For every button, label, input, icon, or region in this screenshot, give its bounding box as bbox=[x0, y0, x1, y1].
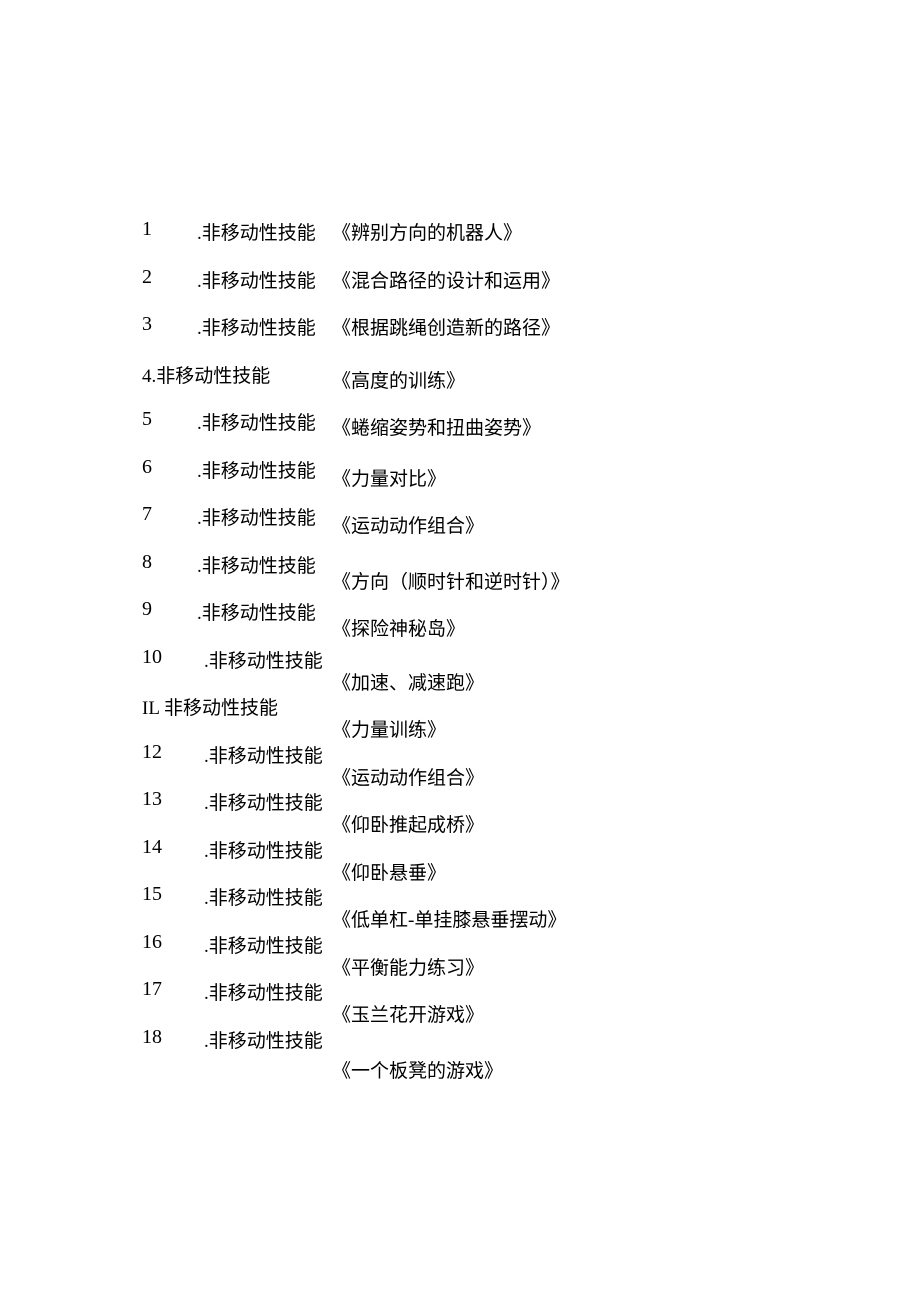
title-text: 《根据跳绳创造新的路径》 bbox=[332, 313, 560, 340]
row-category: .非移动性技能 bbox=[197, 313, 316, 340]
row-number: 14 bbox=[142, 836, 204, 859]
list-row: 10.非移动性技能 bbox=[142, 646, 323, 694]
title-text: 《加速、减速跑》 bbox=[332, 668, 484, 695]
title-row: 《仰卧推起成桥》 bbox=[332, 788, 570, 836]
row-category: .非移动性技能 bbox=[204, 836, 323, 863]
row-number: 16 bbox=[142, 931, 204, 954]
title-row: 《混合路径的设计和运用》 bbox=[332, 266, 570, 314]
list-row: 1.非移动性技能 bbox=[142, 218, 323, 266]
title-text: 《方向（顺时针和逆时针）》 bbox=[332, 567, 570, 594]
title-text: 《高度的训练》 bbox=[332, 366, 465, 393]
list-row: 3.非移动性技能 bbox=[142, 313, 323, 361]
title-row: 《高度的训练》 bbox=[332, 361, 570, 409]
title-text: 《混合路径的设计和运用》 bbox=[332, 266, 560, 293]
title-row: 《方向（顺时针和逆时针）》 bbox=[332, 551, 570, 599]
title-row: 《平衡能力练习》 bbox=[332, 931, 570, 979]
row-number: 6 bbox=[142, 456, 197, 479]
title-text: 《平衡能力练习》 bbox=[332, 953, 484, 980]
title-text: 《力量对比》 bbox=[332, 464, 446, 491]
title-row: 《玉兰花开游戏》 bbox=[332, 978, 570, 1026]
row-number: 18 bbox=[142, 1026, 204, 1049]
title-row: 《辨别方向的机器人》 bbox=[332, 218, 570, 266]
title-text: 《探险神秘岛》 bbox=[332, 614, 465, 641]
list-row: IL 非移动性技能 bbox=[142, 693, 323, 741]
row-category: .非移动性技能 bbox=[204, 741, 323, 768]
title-row: 《一个板凳的游戏》 bbox=[332, 1026, 570, 1074]
title-text: 《辨别方向的机器人》 bbox=[332, 218, 522, 245]
list-row: 15.非移动性技能 bbox=[142, 883, 323, 931]
title-row: 《运动动作组合》 bbox=[332, 741, 570, 789]
list-row: 16.非移动性技能 bbox=[142, 931, 323, 979]
list-row: 5.非移动性技能 bbox=[142, 408, 323, 456]
title-row: 《加速、减速跑》 bbox=[332, 646, 570, 694]
row-number: 8 bbox=[142, 551, 197, 574]
row-number: 5 bbox=[142, 408, 197, 431]
title-row: 《根据跳绳创造新的路径》 bbox=[332, 313, 570, 361]
title-text: 《仰卧悬垂》 bbox=[332, 858, 446, 885]
title-text: 《低单杠-单挂膝悬垂摆动》 bbox=[332, 905, 566, 932]
row-number: 12 bbox=[142, 741, 204, 764]
row-number: 17 bbox=[142, 978, 204, 1001]
row-category: .非移动性技能 bbox=[197, 503, 316, 530]
row-category: .非移动性技能 bbox=[204, 978, 323, 1005]
row-number: 10 bbox=[142, 646, 204, 669]
list-row: 2.非移动性技能 bbox=[142, 266, 323, 314]
title-row: 《仰卧悬垂》 bbox=[332, 836, 570, 884]
row-category: .非移动性技能 bbox=[197, 218, 316, 245]
title-row: 《运动动作组合》 bbox=[332, 503, 570, 551]
list-row: 7.非移动性技能 bbox=[142, 503, 323, 551]
right-column: 《辨别方向的机器人》《混合路径的设计和运用》《根据跳绳创造新的路径》《高度的训练… bbox=[332, 218, 570, 1073]
row-number: 1 bbox=[142, 218, 197, 241]
row-number: 3 bbox=[142, 313, 197, 336]
left-column: 1.非移动性技能2.非移动性技能3.非移动性技能4.非移动性技能5.非移动性技能… bbox=[142, 218, 323, 1073]
title-row: 《蜷缩姿势和扭曲姿势》 bbox=[332, 408, 570, 456]
row-category: .非移动性技能 bbox=[204, 931, 323, 958]
row-number: 9 bbox=[142, 598, 197, 621]
title-text: 《蜷缩姿势和扭曲姿势》 bbox=[332, 413, 541, 440]
list-row: 13.非移动性技能 bbox=[142, 788, 323, 836]
row-category: .非移动性技能 bbox=[204, 788, 323, 815]
row-number-category: 4.非移动性技能 bbox=[142, 361, 270, 388]
list-row: 17.非移动性技能 bbox=[142, 978, 323, 1026]
list-row: 9.非移动性技能 bbox=[142, 598, 323, 646]
title-text: 《力量训练》 bbox=[332, 715, 446, 742]
title-row: 《低单杠-单挂膝悬垂摆动》 bbox=[332, 883, 570, 931]
row-number: 15 bbox=[142, 883, 204, 906]
row-number-category: IL 非移动性技能 bbox=[142, 693, 278, 720]
title-text: 《运动动作组合》 bbox=[332, 511, 484, 538]
title-row: 《力量训练》 bbox=[332, 693, 570, 741]
row-category: .非移动性技能 bbox=[204, 883, 323, 910]
row-number: 2 bbox=[142, 266, 197, 289]
row-category: .非移动性技能 bbox=[197, 598, 316, 625]
row-number: 13 bbox=[142, 788, 204, 811]
row-category: .非移动性技能 bbox=[197, 266, 316, 293]
title-text: 《玉兰花开游戏》 bbox=[332, 1000, 484, 1027]
list-row: 4.非移动性技能 bbox=[142, 361, 323, 409]
title-text: 《一个板凳的游戏》 bbox=[332, 1056, 503, 1083]
list-row: 6.非移动性技能 bbox=[142, 456, 323, 504]
title-text: 《运动动作组合》 bbox=[332, 763, 484, 790]
row-category: .非移动性技能 bbox=[197, 551, 316, 578]
row-category: .非移动性技能 bbox=[204, 646, 323, 673]
list-row: 14.非移动性技能 bbox=[142, 836, 323, 884]
list-row: 8.非移动性技能 bbox=[142, 551, 323, 599]
row-number: 7 bbox=[142, 503, 197, 526]
title-row: 《力量对比》 bbox=[332, 456, 570, 504]
list-row: 18.非移动性技能 bbox=[142, 1026, 323, 1074]
row-category: .非移动性技能 bbox=[204, 1026, 323, 1053]
title-row: 《探险神秘岛》 bbox=[332, 598, 570, 646]
row-category: .非移动性技能 bbox=[197, 456, 316, 483]
list-row: 12.非移动性技能 bbox=[142, 741, 323, 789]
row-category: .非移动性技能 bbox=[197, 408, 316, 435]
title-text: 《仰卧推起成桥》 bbox=[332, 810, 484, 837]
